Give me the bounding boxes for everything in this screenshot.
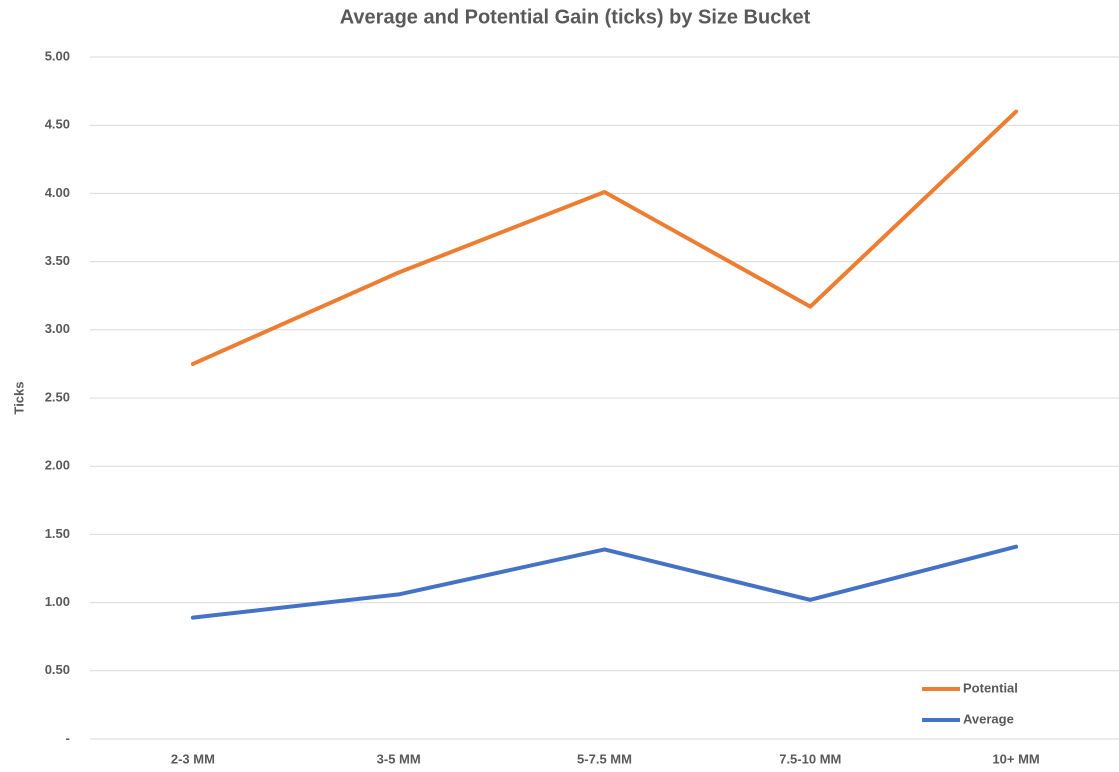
x-tick-label: 3-5 MM: [377, 751, 421, 766]
chart-title: Average and Potential Gain (ticks) by Si…: [340, 6, 811, 28]
x-tick-label: 7.5-10 MM: [779, 751, 841, 766]
x-tick-label: 10+ MM: [992, 751, 1039, 766]
line-series: [190, 544, 1019, 620]
y-tick-label: 5.00: [45, 48, 70, 63]
y-tick-label: 3.50: [45, 253, 70, 268]
legend-label: Potential: [963, 680, 1018, 695]
y-tick-label: 4.50: [45, 117, 70, 132]
y-tick-label: 1.50: [45, 526, 70, 541]
y-tick-label: 1.00: [45, 594, 70, 609]
y-tick-label: 3.00: [45, 321, 70, 336]
line-series: [190, 109, 1019, 366]
x-tick-label: 5-7.5 MM: [577, 751, 632, 766]
y-tick-label: 2.50: [45, 389, 70, 404]
y-tick-label: 2.00: [45, 458, 70, 473]
y-tick-label: 0.50: [45, 662, 70, 677]
y-axis-label: Ticks: [11, 381, 26, 414]
y-tick-label: -: [66, 730, 70, 745]
legend-label: Average: [963, 711, 1014, 726]
x-tick-label: 2-3 MM: [171, 751, 215, 766]
y-tick-label: 4.00: [45, 185, 70, 200]
